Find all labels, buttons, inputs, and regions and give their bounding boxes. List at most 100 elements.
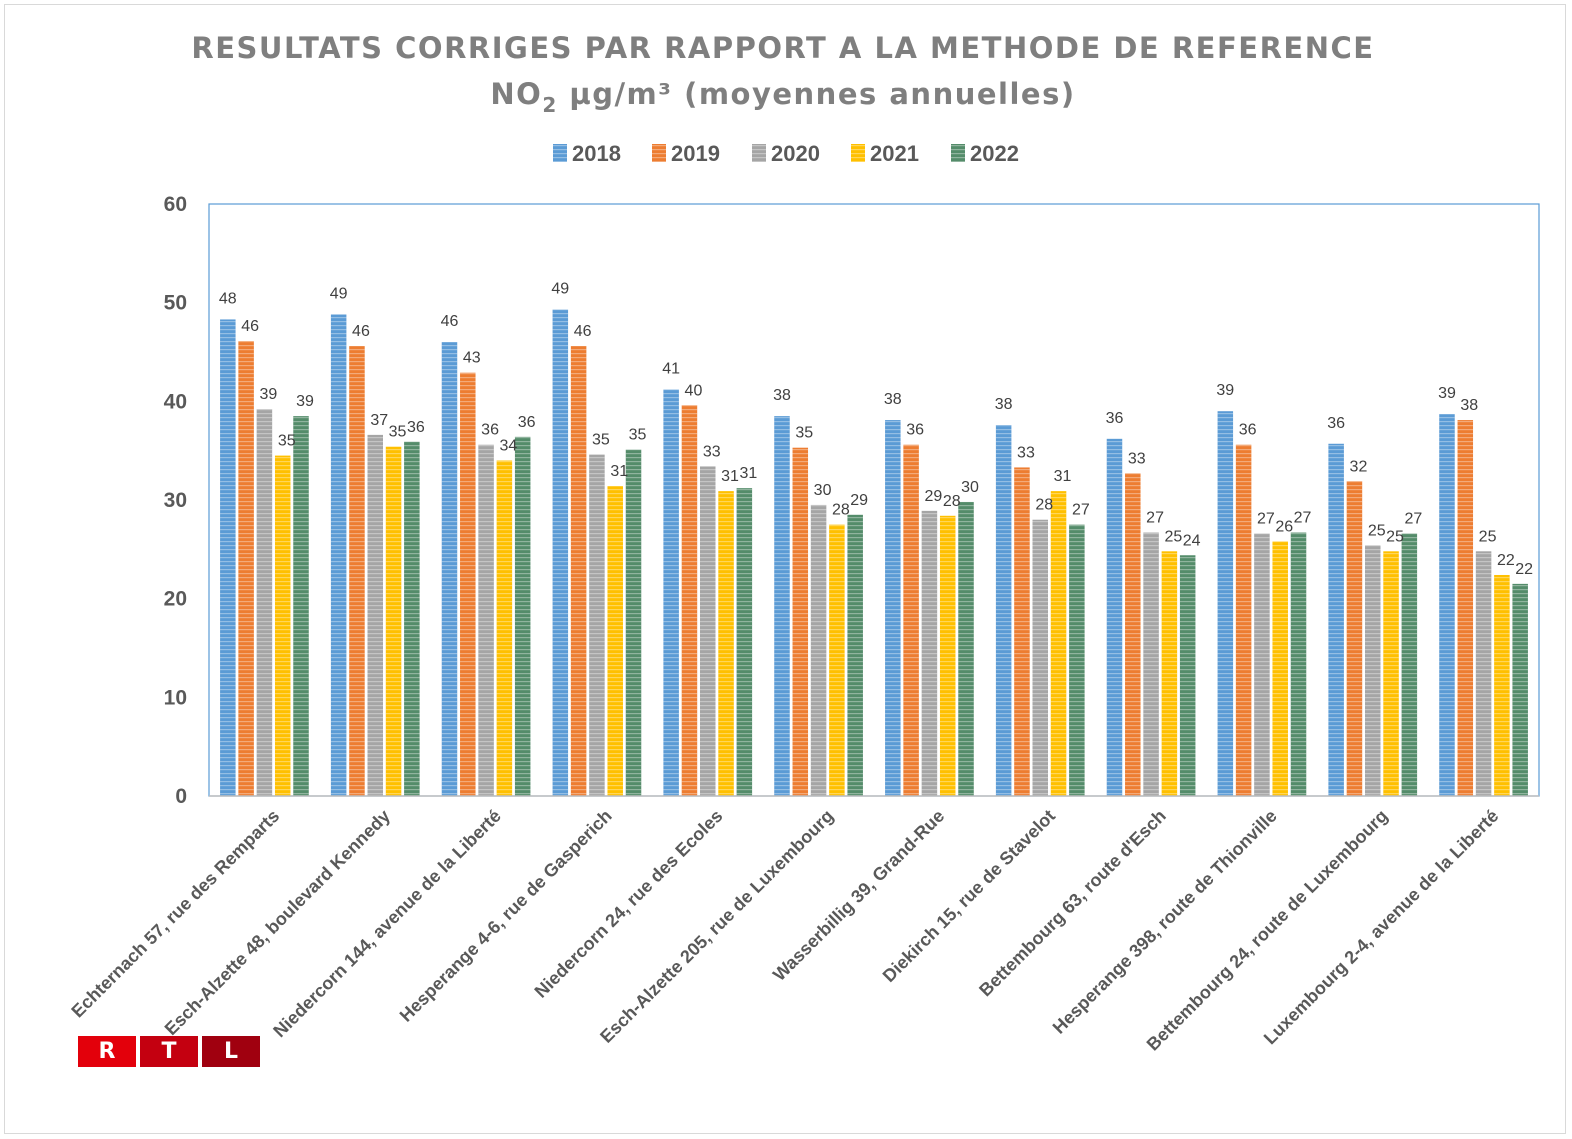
bar-texture [774, 416, 790, 796]
data-label: 33 [703, 443, 721, 460]
data-label: 35 [795, 425, 813, 442]
bar-texture [1106, 438, 1123, 796]
data-label: 36 [1106, 410, 1124, 427]
data-label: 29 [925, 488, 943, 505]
legend-label-2019: 2019 [671, 141, 720, 166]
chart-title: RESULTATS CORRIGES PAR RAPPORT A LA METH… [191, 31, 1374, 65]
x-axis-categories: Echternach 57, rue des RempartsEsch-Alze… [67, 806, 1502, 1055]
bar-texture [1475, 551, 1492, 796]
bar-texture [847, 514, 863, 796]
bar-texture [958, 501, 974, 796]
data-label: 49 [330, 286, 348, 303]
data-label: 28 [1035, 497, 1053, 514]
legend-label-2022: 2022 [970, 141, 1019, 166]
bar-texture [1032, 519, 1048, 796]
data-label: 37 [370, 412, 388, 429]
bar-texture [514, 436, 531, 796]
bar-texture [1272, 541, 1288, 796]
bar-texture [1014, 467, 1030, 796]
y-tick-label: 30 [164, 489, 187, 512]
data-label: 39 [1438, 385, 1456, 402]
legend-swatch-texture [652, 144, 666, 162]
bar-texture [663, 389, 679, 796]
y-tick-label: 40 [164, 390, 187, 413]
legend-swatch-texture [951, 144, 965, 162]
legend-swatch-texture [553, 144, 567, 162]
category-label: Esch-Alzette 48, boulevard Kennedy [161, 806, 394, 1039]
data-label: 27 [1146, 510, 1164, 527]
category-label: Bettembourg 24, route de Luxembourg [1143, 806, 1392, 1055]
bar-texture [718, 491, 734, 796]
data-label: 27 [1257, 511, 1275, 528]
bar-texture [1254, 533, 1270, 796]
data-label: 25 [1386, 528, 1404, 545]
data-label: 36 [1239, 422, 1257, 439]
bar-texture [1401, 533, 1418, 796]
data-label: 41 [662, 360, 680, 377]
subtitle-post: µg/m³ (moyennes annuelles) [558, 77, 1076, 111]
rtl-logo-t: T [140, 1036, 198, 1067]
bar-texture [220, 319, 236, 796]
data-label: 36 [1327, 415, 1345, 432]
bar-texture [256, 409, 273, 796]
data-label: 24 [1183, 532, 1201, 549]
bar-texture [1328, 443, 1344, 796]
legend: 2018 2019 2020 2021 2022 [553, 141, 1019, 166]
category-label: Luxembourg 2-4, avenue de la Liberté [1260, 806, 1503, 1049]
bar-texture [1494, 574, 1510, 796]
bar-texture [1143, 532, 1159, 796]
data-label: 38 [773, 387, 791, 404]
y-tick-label: 50 [164, 292, 187, 315]
bar-texture [1512, 583, 1528, 796]
y-tick-label: 0 [175, 785, 187, 808]
data-label: 22 [1497, 552, 1515, 569]
data-label: 46 [352, 323, 370, 340]
subtitle-pre: NO [490, 77, 542, 111]
bar-texture [1235, 444, 1252, 796]
bar-texture [1069, 524, 1085, 796]
data-label: 31 [610, 463, 628, 480]
category-label: Niedercorn 144, avenue de la Liberté [269, 806, 505, 1042]
data-label: 36 [518, 414, 536, 431]
legend-swatch-texture [851, 144, 865, 162]
data-label: 46 [574, 323, 592, 340]
data-label: 25 [1479, 528, 1497, 545]
bars [220, 309, 1528, 796]
subtitle-sub: 2 [542, 93, 557, 117]
bar-texture [885, 420, 901, 796]
category-label: Echternach 57, rue des Remparts [67, 806, 283, 1022]
bar-texture [1439, 414, 1455, 796]
data-label: 25 [1368, 522, 1386, 539]
data-label: 35 [278, 433, 296, 450]
data-label: 22 [1515, 561, 1533, 578]
y-tick-label: 10 [164, 686, 187, 709]
bar-texture [238, 341, 254, 796]
data-label: 27 [1294, 510, 1312, 527]
rtl-logo-l: L [202, 1036, 260, 1067]
bar-texture [921, 510, 938, 796]
category-label: Bettembourg 63, route d'Esch [975, 806, 1170, 1001]
data-label: 38 [1460, 397, 1478, 414]
bar-texture [607, 486, 623, 796]
data-label: 35 [592, 432, 610, 449]
data-label: 36 [407, 419, 425, 436]
data-label: 39 [1216, 382, 1234, 399]
bar-texture [1125, 473, 1141, 796]
data-label: 26 [1275, 518, 1293, 535]
bar-texture [552, 309, 569, 796]
data-label: 40 [685, 382, 703, 399]
bar-texture [1346, 481, 1363, 796]
data-label: 30 [814, 482, 832, 499]
bar-texture [1383, 551, 1399, 796]
data-label: 43 [463, 350, 481, 367]
bar-texture [349, 346, 365, 796]
bar-texture [939, 515, 956, 796]
y-tick-label: 20 [164, 588, 187, 611]
bar-texture [570, 346, 587, 796]
data-label: 32 [1350, 458, 1368, 475]
data-label: 46 [241, 318, 259, 335]
rtl-logo-r: R [78, 1036, 136, 1067]
data-label: 27 [1072, 502, 1090, 519]
legend-label-2018: 2018 [572, 141, 621, 166]
